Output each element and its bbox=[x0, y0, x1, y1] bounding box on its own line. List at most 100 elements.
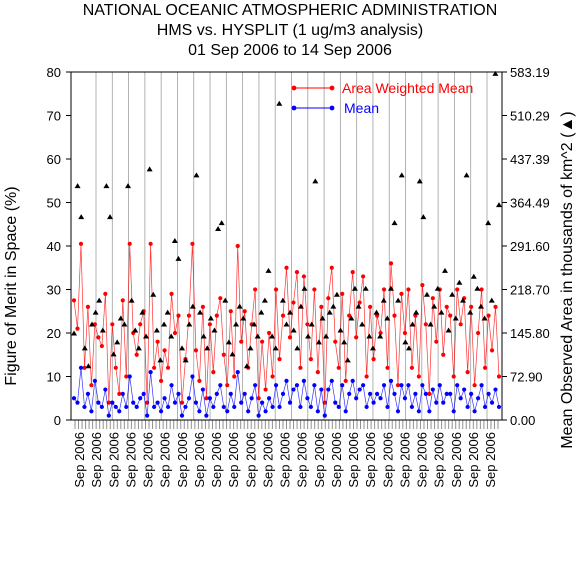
x-tick-label: Sep 2006 bbox=[175, 432, 190, 488]
observed-area-point bbox=[470, 273, 477, 279]
area-weighted-mean-point bbox=[451, 374, 456, 379]
area-weighted-mean-point bbox=[96, 335, 101, 340]
observed-area-point bbox=[434, 285, 441, 291]
area-weighted-mean-point bbox=[266, 330, 272, 336]
area-weighted-mean-point bbox=[273, 287, 279, 292]
mean-point bbox=[458, 396, 463, 401]
mean-point bbox=[280, 391, 286, 396]
mean-point bbox=[374, 391, 380, 396]
observed-area-point bbox=[182, 357, 189, 363]
observed-area-point bbox=[247, 345, 254, 351]
mean-point bbox=[273, 383, 279, 388]
observed-area-point bbox=[243, 363, 250, 369]
area-weighted-mean-point bbox=[329, 265, 334, 270]
area-weighted-mean-point bbox=[333, 339, 338, 344]
y2-tick-label: 364.49 bbox=[510, 196, 550, 211]
mean-point bbox=[326, 387, 331, 392]
observed-area-point bbox=[139, 309, 146, 315]
mean-point bbox=[336, 404, 341, 410]
mean-point bbox=[462, 387, 467, 392]
observed-area-point bbox=[81, 345, 88, 351]
x-tick-label: Sep 2006 bbox=[432, 432, 447, 488]
area-weighted-mean-point bbox=[475, 330, 481, 336]
observed-area-point bbox=[186, 321, 193, 327]
mean-point bbox=[193, 400, 199, 405]
observed-area-point bbox=[431, 303, 438, 309]
area-weighted-mean-point bbox=[305, 322, 310, 327]
mean-point bbox=[444, 391, 449, 396]
observed-area-point bbox=[265, 267, 272, 273]
observed-area-point bbox=[496, 202, 502, 208]
mean-point bbox=[232, 404, 237, 410]
observed-area-point bbox=[330, 303, 337, 309]
area-weighted-mean-point bbox=[434, 339, 439, 344]
area-weighted-mean-point bbox=[221, 352, 226, 357]
mean-point bbox=[315, 409, 320, 414]
area-weighted-mean-point bbox=[176, 313, 181, 318]
area-weighted-mean-point bbox=[186, 313, 192, 318]
observed-area-point bbox=[153, 327, 160, 333]
observed-area-point bbox=[463, 172, 470, 178]
mean-point bbox=[420, 383, 425, 388]
observed-area-point bbox=[351, 285, 358, 291]
mean-point bbox=[312, 383, 317, 388]
mean-point bbox=[253, 383, 258, 388]
mean-point bbox=[145, 413, 150, 418]
area-weighted-mean-point bbox=[486, 313, 491, 318]
mean-point bbox=[190, 374, 195, 379]
legend-marker-mean-end bbox=[329, 105, 335, 111]
area-weighted-mean-point bbox=[197, 378, 202, 383]
observed-area-point bbox=[315, 339, 322, 345]
area-weighted-mean-point bbox=[110, 322, 115, 327]
observed-area-point bbox=[254, 333, 261, 339]
x-tick-label: Sep 2006 bbox=[312, 432, 327, 488]
area-weighted-mean-point bbox=[409, 365, 415, 370]
mean-point bbox=[82, 404, 87, 410]
mean-point bbox=[395, 409, 401, 414]
observed-area-point bbox=[441, 267, 448, 273]
mean-point bbox=[246, 409, 251, 414]
observed-area-point bbox=[207, 315, 214, 321]
observed-area-point bbox=[107, 214, 114, 220]
area-weighted-mean-point bbox=[103, 291, 108, 296]
observed-area-point bbox=[110, 351, 117, 357]
y-axis-ticks: 0 10 20 30 40 50 60 70 80 bbox=[47, 65, 71, 428]
mean-point bbox=[455, 383, 460, 388]
x-tick-label: Sep 2006 bbox=[346, 432, 361, 488]
mean-point bbox=[204, 413, 209, 418]
observed-area-point bbox=[287, 309, 294, 315]
area-weighted-mean-point bbox=[420, 283, 425, 288]
observed-area-point bbox=[438, 309, 445, 315]
mean-point bbox=[155, 400, 160, 405]
area-weighted-mean-point bbox=[368, 304, 373, 309]
x-axis-ticks: Sep 2006 Sep 2006 Sep 2006 Sep 2006 Sep 2006… bbox=[72, 420, 499, 488]
observed-area-point bbox=[269, 333, 276, 339]
mean-point bbox=[294, 383, 300, 388]
mean-point bbox=[120, 391, 125, 396]
mean-point bbox=[225, 409, 230, 414]
area-weighted-mean-point bbox=[179, 400, 185, 405]
area-weighted-mean-point bbox=[82, 365, 87, 370]
mean-point bbox=[406, 383, 411, 388]
observed-area-point bbox=[319, 315, 326, 321]
mean-point bbox=[489, 400, 495, 405]
mean-point bbox=[218, 383, 223, 388]
observed-area-point bbox=[161, 321, 168, 327]
y-tick-label: 10 bbox=[47, 370, 61, 385]
observed-area-point bbox=[359, 321, 366, 327]
x-tick-label: Sep 2006 bbox=[483, 432, 498, 488]
legend-marker-area-weighted-mean-end bbox=[329, 85, 335, 91]
area-weighted-mean-point bbox=[489, 348, 495, 353]
mean-point bbox=[287, 400, 293, 405]
mean-point bbox=[437, 383, 442, 388]
area-weighted-mean-point bbox=[350, 270, 355, 275]
mean-point bbox=[399, 383, 404, 388]
area-weighted-mean-point bbox=[113, 365, 118, 370]
mean-point bbox=[329, 378, 334, 383]
mean-point bbox=[239, 400, 244, 405]
chart-title: NATIONAL OCEANIC ATMOSPHERIC ADMINISTRAT… bbox=[83, 2, 498, 19]
mean-point bbox=[319, 387, 324, 392]
observed-area-point bbox=[337, 327, 344, 333]
mean-point bbox=[448, 391, 453, 396]
